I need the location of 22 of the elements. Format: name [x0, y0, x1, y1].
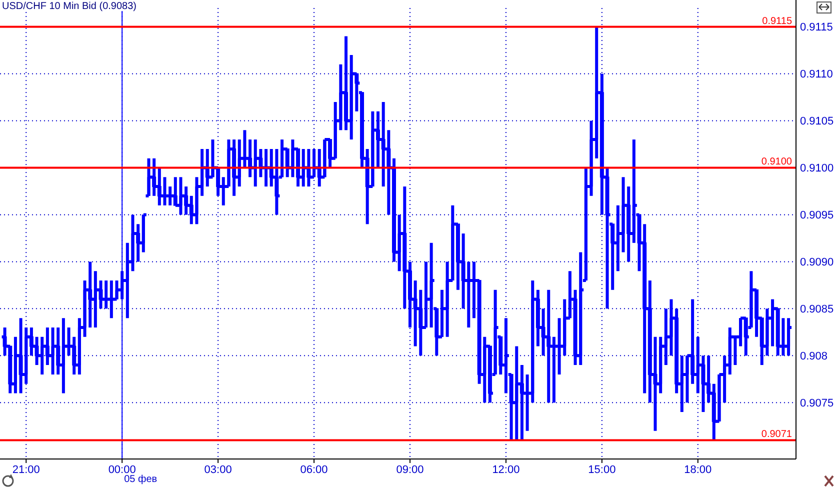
x-tick-label: 00:00 [108, 464, 136, 476]
text: 05 фев [124, 474, 158, 485]
x-tick-label: 12:00 [492, 464, 520, 476]
ref-line-label: 0.9115 [762, 16, 792, 27]
x-tick-label: 21:00 [12, 464, 40, 476]
y-tick-label: 0.9085 [800, 304, 834, 316]
x-tick-label: 15:00 [588, 464, 616, 476]
y-tick-label: 0.9100 [800, 162, 834, 175]
x-tick-label: 06:00 [300, 464, 328, 476]
y-tick-label: 0.9115 [800, 22, 833, 34]
ref-line-label: 0.9100 [761, 156, 792, 168]
x-tick-label: 18:00 [684, 464, 712, 476]
x-tick-label: 09:00 [396, 464, 424, 476]
chart-title: USD/CHF 10 Min Bid (0.9083) [2, 1, 136, 12]
y-tick-label: 0.9095 [800, 210, 834, 222]
y-tick-label: 0.9090 [800, 256, 834, 269]
x-tick-label: 03:00 [204, 464, 232, 476]
y-tick-label: 0.9105 [800, 116, 834, 128]
ref-line-label: 0.9071 [761, 429, 792, 440]
y-tick-label: 0.908 [800, 350, 828, 362]
y-tick-label: 0.9110 [800, 68, 833, 81]
y-tick-label: 0.9075 [800, 397, 834, 410]
